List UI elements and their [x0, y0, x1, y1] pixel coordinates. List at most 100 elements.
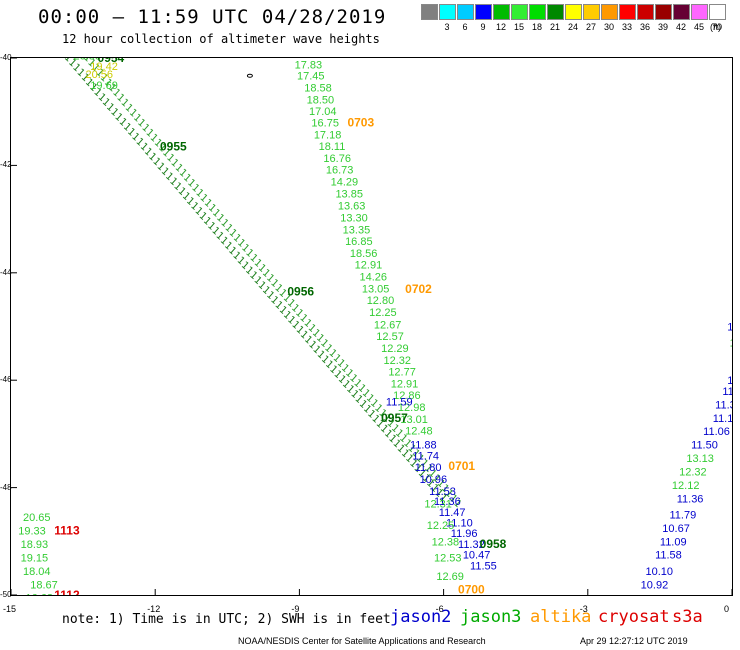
wave-height-label: 10.10 — [645, 566, 673, 578]
satellite-s3a: s3a — [672, 607, 703, 627]
legend-swatch — [655, 4, 672, 20]
lat-tick-label: -40 — [0, 53, 12, 62]
wave-height-label: 16.85 — [345, 236, 373, 248]
wave-height-label: 16.76 — [323, 153, 351, 165]
legend-swatch — [565, 4, 582, 20]
wave-height-label: 12.29 — [381, 343, 409, 355]
wave-height-label: 11.09 — [660, 536, 687, 548]
legend-swatch — [439, 4, 456, 20]
lat-tick-label: -48 — [0, 482, 12, 492]
wave-height-label: 11.80 — [415, 462, 442, 474]
satellite-jason2: jason2 — [390, 607, 452, 627]
wave-height-label: 17.45 — [297, 71, 325, 83]
wave-height-label: 12.86 — [393, 390, 421, 402]
wave-height-label: 10.47 — [463, 550, 491, 562]
legend-label: 36 — [639, 22, 650, 32]
pass-time-label: 1112 — [54, 588, 80, 595]
legend-label: 45 — [693, 22, 704, 32]
wave-height-label: 11.32 — [458, 539, 485, 551]
legend-label: 30 — [603, 22, 614, 32]
pass-time-label: 0957 — [381, 411, 408, 425]
wave-height-label: 11.53 — [429, 486, 456, 498]
lon-tick-label: -6 — [435, 604, 444, 614]
wave-height-label: 12.53 — [434, 552, 462, 564]
wave-height-label: 11.55 — [470, 560, 497, 572]
wave-height-label: 17.83 — [295, 59, 323, 71]
wave-height-label: 16.75 — [311, 117, 339, 129]
wave-height-label: 11.88 — [410, 440, 437, 452]
wave-height-label: 19.42 — [90, 61, 118, 73]
wave-height-label: 10.92 — [641, 579, 669, 591]
wave-height-label: 11.59 — [386, 397, 413, 409]
wave-height-label: 12.31 — [424, 499, 452, 511]
wave-height-label: 19.69 — [90, 80, 118, 92]
wave-height-label: 11.58 — [655, 550, 682, 562]
wave-height-label: 10.96 — [420, 474, 448, 486]
wave-height-label: 13.30 — [340, 212, 368, 224]
wave-height-label: 12.80 — [367, 295, 395, 307]
wave-height-label: 12.91 — [391, 378, 419, 390]
wave-height-label: 19.33 — [18, 526, 46, 538]
wave-height-label: 11.50 — [691, 440, 718, 452]
wave-height-label: 16.68 — [25, 593, 53, 595]
wave-height-label: 12.38 — [432, 536, 460, 548]
wave-height-label: 14.26 — [359, 272, 387, 284]
wave-height-label: 17.18 — [314, 129, 342, 141]
wave-height-label: 11.74 — [412, 450, 439, 462]
wave-height-label: 12.25 — [369, 307, 397, 319]
pass-time-label: 0702 — [405, 282, 432, 296]
track-texture: 1111111111111111111111111111111111111111… — [62, 52, 463, 510]
wave-height-label: 12.12 — [672, 480, 700, 492]
legend-swatch — [691, 4, 708, 20]
wave-height-label: 18.50 — [307, 94, 335, 106]
legend-swatch — [709, 4, 726, 20]
wave-height-label: 11.06 — [703, 426, 730, 438]
lon-tick-label: -3 — [579, 604, 588, 614]
legend-label: 6 — [462, 22, 468, 32]
wave-height-label: 11.10 — [446, 518, 473, 530]
wave-height-label: 20.56 — [86, 69, 114, 81]
legend-label: 3 — [444, 22, 450, 32]
legend-label: 33 — [621, 22, 632, 32]
island-outline — [246, 73, 253, 78]
legend-label: 39 — [657, 22, 668, 32]
lat-tick-label: -42 — [0, 160, 12, 170]
wave-height-label: 12.67 — [374, 319, 402, 331]
legend-label: 70 — [711, 22, 722, 32]
lon-tick-label: -9 — [291, 604, 300, 614]
wave-height-label: 12.48 — [405, 426, 433, 438]
wave-height-label: 12.32 — [384, 355, 412, 367]
wave-height-label: 18.93 — [21, 539, 49, 551]
wave-height-label: 13.01 — [400, 414, 428, 426]
wave-height-label: 11.19 — [713, 413, 732, 425]
legend-swatch — [601, 4, 618, 20]
legend-label: 24 — [567, 22, 578, 32]
wave-height-label: 18.67 — [30, 579, 58, 591]
pass-time-label: 0956 — [287, 285, 314, 299]
credit-line: NOAA/NESDIS Center for Satellite Applica… — [238, 636, 486, 646]
wave-height-map: 1111111111111111111111111111111111111111… — [10, 50, 740, 621]
generated-timestamp: Apr 29 12:27:12 UTC 2019 — [580, 636, 688, 646]
wave-height-label: 11.79 — [670, 509, 697, 521]
lat-tick-label: -46 — [0, 375, 12, 385]
lon-tick-label: 0 — [724, 604, 730, 614]
wave-height-label: 18.58 — [304, 83, 332, 95]
wave-height-label: 13.13 — [686, 453, 714, 465]
wave-height-label: 13. — [730, 338, 732, 350]
wave-height-label: 12.77 — [388, 367, 416, 379]
wave-height-label: 12.32 — [679, 466, 707, 478]
legend-unit: (ft) — [710, 22, 721, 32]
legend-swatch — [619, 4, 636, 20]
legend-swatch — [637, 4, 654, 20]
wave-height-label: 18.56 — [350, 248, 378, 260]
lat-tick-label: -44 — [0, 267, 12, 277]
wave-height-label: 13.35 — [343, 224, 371, 236]
pass-time-label: 0954 — [98, 58, 125, 65]
pass-time-label: 0703 — [347, 115, 374, 129]
wave-height-label: 11.36 — [715, 399, 732, 411]
legend-swatch — [547, 4, 564, 20]
wave-height-label: 11.36 — [434, 496, 461, 508]
legend-label: 18 — [531, 22, 542, 32]
satellite-jason3: jason3 — [460, 607, 522, 627]
